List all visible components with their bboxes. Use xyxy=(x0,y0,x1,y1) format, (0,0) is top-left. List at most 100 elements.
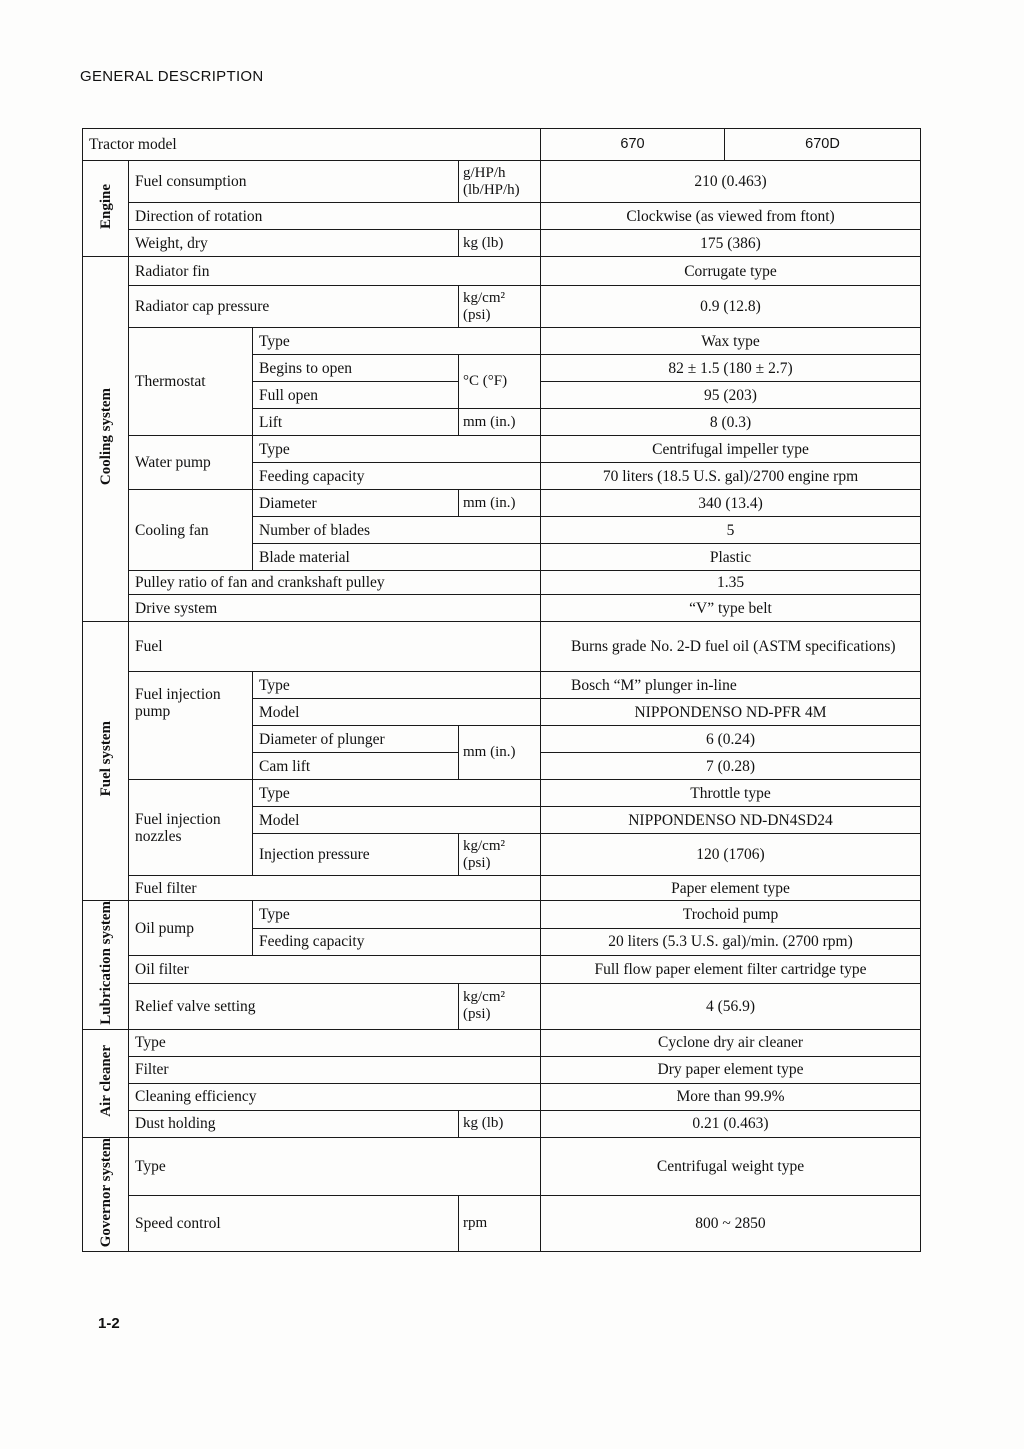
row-label: Weight, dry xyxy=(128,229,459,257)
value: 4 (56.9) xyxy=(540,982,921,1030)
section-engine: Engine xyxy=(82,160,129,257)
unit: kg/cm² (psi) xyxy=(458,285,541,328)
page-number: 1-2 xyxy=(98,1315,120,1332)
row-label: Filter xyxy=(128,1055,541,1084)
value: 6 (0.24) xyxy=(540,725,921,753)
value: Bosch “M” plunger in-line xyxy=(540,671,921,699)
table-row: Filter Dry paper element type xyxy=(83,1055,921,1084)
table-row: Drive system “V” type belt xyxy=(83,594,921,622)
table-row: Full open 95 (203) xyxy=(83,381,921,409)
value: Corrugate type xyxy=(540,256,921,286)
row-label: Feeding capacity xyxy=(252,462,541,490)
unit: kg/cm² (psi) xyxy=(458,833,541,876)
unit: mm (in.) xyxy=(458,489,541,517)
table-row: Blade material Plastic xyxy=(83,543,921,571)
value: 0.21 (0.463) xyxy=(540,1109,921,1138)
table-row: Feeding capacity 70 liters (18.5 U.S. ga… xyxy=(83,462,921,490)
table-row: Injection pressure kg/cm² (psi) 120 (170… xyxy=(83,833,921,876)
table-row: Cooling fan Diameter mm (in.) 340 (13.4) xyxy=(83,489,921,571)
unit: °C (°F) xyxy=(458,354,541,409)
group-label: Oil pump xyxy=(128,899,253,957)
group-label: Fuel injection nozzles xyxy=(128,779,253,876)
table-row: Air cleaner Type Cyclone dry air cleaner xyxy=(82,1028,921,1138)
table-row: Dust holding kg (lb) 0.21 (0.463) xyxy=(83,1109,921,1138)
unit: rpm xyxy=(458,1195,541,1253)
table-row: Oil filter Full flow paper element filte… xyxy=(83,955,921,984)
row-label: Type xyxy=(128,1028,541,1057)
row-label: Pulley ratio of fan and crankshaft pulle… xyxy=(128,570,541,595)
value: Full flow paper element filter cartridge… xyxy=(540,955,921,984)
section-governor: Governor system xyxy=(82,1136,129,1253)
table-row: Engine Fuel consumption g/HP/h (lb/HP/h)… xyxy=(82,160,921,257)
table-row: Tractor model 670 670D xyxy=(82,128,921,161)
model-label: Tractor model xyxy=(82,128,541,161)
unit: g/HP/h (lb/HP/h) xyxy=(458,160,541,203)
table-row: Direction of rotation Clockwise (as view… xyxy=(83,202,921,230)
row-label: Cam lift xyxy=(252,752,459,780)
value: Paper element type xyxy=(540,875,921,901)
value: 340 (13.4) xyxy=(540,489,921,517)
value: 8 (0.3) xyxy=(540,408,921,436)
value: “V” type belt xyxy=(540,594,921,622)
value: 210 (0.463) xyxy=(540,160,921,203)
value: Burns grade No. 2-D fuel oil (ASTM speci… xyxy=(540,621,921,672)
row-label: Relief valve setting xyxy=(128,982,459,1030)
row-label: Direction of rotation xyxy=(128,202,541,230)
value: Centrifugal weight type xyxy=(540,1136,921,1197)
row-label: Drive system xyxy=(128,594,541,622)
row-label: Model xyxy=(252,698,541,726)
unit: kg (lb) xyxy=(458,1109,541,1138)
table-row: Thermostat Type Wax type xyxy=(83,327,921,436)
table-row: Governor system Type Centrifugal weight … xyxy=(82,1136,921,1253)
table-row: Pulley ratio of fan and crankshaft pulle… xyxy=(83,570,921,595)
group-label: Thermostat xyxy=(128,327,253,436)
table-row: Fuel filter Paper element type xyxy=(83,875,921,901)
table-row: Lubrication system Oil pump Type Trochoi… xyxy=(82,899,921,1030)
page-header: GENERAL DESCRIPTION xyxy=(80,68,264,85)
table-row: Lift mm (in.) 8 (0.3) xyxy=(83,408,921,436)
unit: kg (lb) xyxy=(458,229,541,257)
row-label: Speed control xyxy=(128,1195,459,1253)
table-row: Fuel injection nozzles Type Throttle typ… xyxy=(83,779,921,876)
row-label: Lift xyxy=(252,408,459,436)
value: 175 (386) xyxy=(540,229,921,257)
model-670d: 670D xyxy=(724,128,921,161)
unit: kg/cm² (psi) xyxy=(458,982,541,1030)
model-670: 670 xyxy=(540,128,725,161)
table-row: Weight, dry kg (lb) 175 (386) xyxy=(83,229,921,257)
value: Trochoid pump xyxy=(540,900,921,929)
group-label: Cooling fan xyxy=(128,489,253,571)
value: 7 (0.28) xyxy=(540,752,921,780)
value: Wax type xyxy=(540,327,921,355)
row-label: Radiator fin xyxy=(128,256,541,286)
row-label: Type xyxy=(252,327,541,355)
group-label: Fuel injection pump xyxy=(128,671,253,780)
group-label: Water pump xyxy=(128,435,253,490)
row-label: Oil filter xyxy=(128,955,541,984)
table-row: Diameter of plunger mm (in.) 6 (0.24) xyxy=(83,725,921,780)
row-label: Radiator cap pressure xyxy=(128,285,459,328)
value: 82 ± 1.5 (180 ± 2.7) xyxy=(540,354,921,382)
row-label: Fuel filter xyxy=(128,875,541,901)
table-row: Cleaning efficiency More than 99.9% xyxy=(83,1082,921,1111)
value: Clockwise (as viewed from ftont) xyxy=(540,202,921,230)
value: NIPPONDENSO ND-PFR 4M xyxy=(540,698,921,726)
row-label: Feeding capacity xyxy=(252,927,541,957)
row-label: Model xyxy=(252,806,541,834)
section-lubrication: Lubrication system xyxy=(82,900,129,1030)
specifications-table: Tractor model 670 670D Engine Fuel consu… xyxy=(82,128,921,1253)
row-label: Injection pressure xyxy=(252,833,459,876)
section-fuel: Fuel system xyxy=(82,621,129,901)
table-row: Speed control rpm 800 ~ 2850 xyxy=(83,1195,921,1253)
section-cooling: Cooling system xyxy=(82,256,129,622)
section-air-cleaner: Air cleaner xyxy=(82,1028,129,1138)
row-label: Number of blades xyxy=(252,516,541,544)
row-label: Diameter of plunger xyxy=(252,725,459,753)
value: 120 (1706) xyxy=(540,833,921,876)
table-row: Fuel injection pump Type Bosch “M” plung… xyxy=(83,671,921,780)
row-label: Type xyxy=(252,779,541,807)
value: NIPPONDENSO ND-DN4SD24 xyxy=(540,806,921,834)
row-label: Type xyxy=(252,435,541,463)
table-row: Water pump Type Centrifugal impeller typ… xyxy=(83,435,921,490)
